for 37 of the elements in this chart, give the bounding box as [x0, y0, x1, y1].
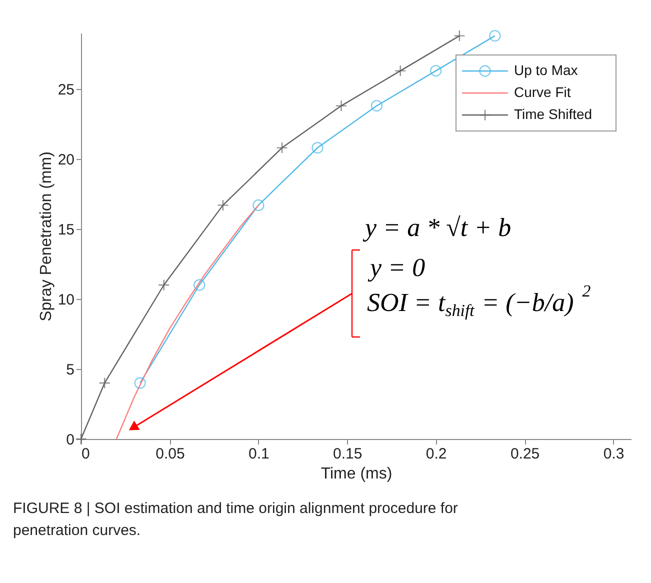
x-tick-label: 0.25	[510, 446, 540, 462]
y-tick-label: 10	[58, 292, 74, 308]
y-tick-label: 20	[58, 152, 74, 168]
y-tick-label: 25	[58, 82, 74, 98]
caption: FIGURE 8 | SOI estimation and time origin alignment procedure for penetration curves.	[13, 500, 458, 539]
point	[370, 100, 383, 112]
point	[252, 199, 264, 212]
x-tick-label: 0.05	[156, 446, 185, 462]
legend-label: Time Shifted	[514, 106, 592, 122]
y-axis-title: Spray Penetration (mm)	[38, 152, 55, 322]
point	[134, 377, 146, 389]
point	[394, 64, 406, 77]
x-tick-label: 0.15	[333, 446, 362, 462]
legend-label: Curve Fit	[514, 84, 571, 100]
point	[312, 142, 324, 154]
point	[217, 199, 229, 212]
y-tick-label: 5	[66, 362, 74, 378]
point	[454, 30, 466, 42]
x-tick-label: 0.2	[426, 446, 447, 462]
annotation: y = 0	[367, 253, 426, 282]
point	[193, 279, 206, 291]
x-tick-label: 0	[82, 446, 90, 462]
x-axis-title: Time (ms)	[320, 466, 392, 482]
legend-label: Up to Max	[514, 62, 578, 78]
x-tick-label: 0.1	[248, 446, 270, 462]
point	[75, 433, 87, 445]
point	[276, 142, 288, 154]
line-series	[116, 204, 260, 440]
point	[335, 100, 348, 112]
y-tick-label: 15	[58, 222, 74, 238]
point	[430, 64, 442, 77]
point	[489, 30, 501, 42]
x-tick-label: 0.3	[603, 446, 624, 462]
annotation: y = a * √t + b	[362, 213, 512, 242]
point	[158, 279, 170, 291]
y-tick-label: 0	[66, 432, 74, 448]
point	[98, 377, 110, 389]
